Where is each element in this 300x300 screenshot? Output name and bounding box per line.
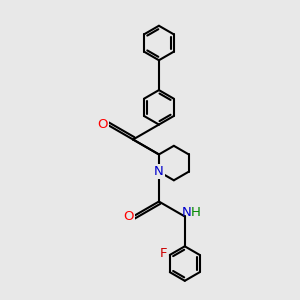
Text: N: N <box>182 206 191 219</box>
Text: O: O <box>123 210 134 223</box>
Text: F: F <box>160 247 167 260</box>
Text: O: O <box>98 118 108 131</box>
Text: H: H <box>191 206 201 219</box>
Text: N: N <box>154 165 164 178</box>
